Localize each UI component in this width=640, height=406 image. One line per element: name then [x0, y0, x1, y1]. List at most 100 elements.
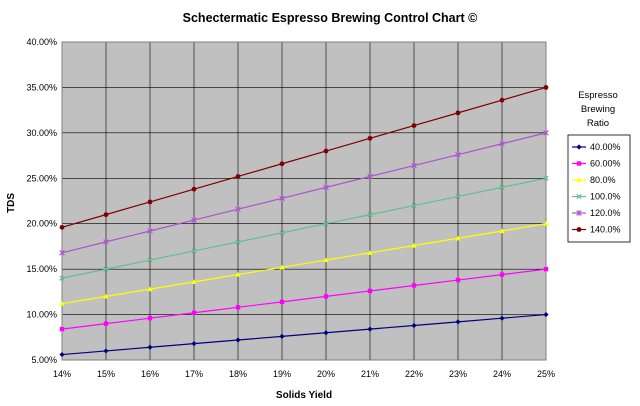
- legend-label: 140.0%: [590, 225, 621, 235]
- series-2: [59, 266, 549, 332]
- data-point: [59, 224, 65, 230]
- legend-title-line: Ratio: [587, 118, 609, 129]
- y-tick-label: 35.00%: [26, 82, 57, 92]
- series-4: [59, 175, 549, 281]
- y-tick-label: 10.00%: [26, 310, 57, 320]
- x-tick-label: 22%: [405, 369, 423, 379]
- legend-swatch-marker: [576, 161, 582, 166]
- data-point: [367, 288, 373, 294]
- y-tick-label: 5.00%: [31, 355, 57, 365]
- data-point: [235, 305, 241, 310]
- plot-border: [61, 41, 547, 361]
- data-point: [235, 337, 241, 343]
- data-point: [59, 301, 65, 306]
- data-point: [411, 123, 417, 128]
- data-point: [411, 242, 417, 248]
- data-point: [455, 151, 461, 158]
- y-tick-label: 20.00%: [26, 219, 57, 229]
- legend-swatch-marker: [576, 144, 582, 150]
- data-point: [323, 148, 329, 154]
- x-tick-label: 16%: [141, 369, 159, 379]
- data-point: [279, 333, 285, 339]
- data-point: [367, 135, 373, 141]
- data-point: [499, 228, 505, 234]
- series-3: [59, 221, 549, 306]
- data-point: [147, 316, 153, 321]
- series-line: [61, 177, 547, 279]
- legend-item: 140.0%: [572, 225, 621, 235]
- data-point: [543, 266, 549, 272]
- data-point: [323, 184, 329, 191]
- data-point: [235, 206, 241, 212]
- data-point: [411, 202, 417, 209]
- data-point: [103, 266, 109, 272]
- x-tick-label: 17%: [185, 369, 203, 379]
- legend-label: 60.00%: [590, 159, 621, 169]
- legend-title-line: Espresso: [578, 90, 618, 101]
- series-line: [61, 313, 547, 356]
- legend-swatch-marker: [576, 210, 582, 216]
- legend-item: 120.0%: [572, 208, 621, 218]
- data-point: [323, 221, 329, 227]
- plot-background: [62, 42, 546, 360]
- series-line: [61, 132, 547, 254]
- data-point: [411, 162, 417, 169]
- y-tick-label: 30.00%: [26, 128, 57, 138]
- data-point: [323, 294, 329, 299]
- x-tick-label: 25%: [537, 369, 555, 379]
- data-point: [103, 348, 109, 354]
- x-tick-label: 23%: [449, 369, 467, 379]
- series-line: [61, 86, 547, 228]
- data-point: [455, 277, 461, 283]
- data-point: [499, 97, 505, 103]
- x-tick-label: 18%: [229, 369, 247, 379]
- data-point: [103, 321, 109, 326]
- data-point: [367, 173, 373, 180]
- data-point: [147, 257, 153, 263]
- series-6: [59, 85, 549, 230]
- data-point: [499, 184, 505, 190]
- data-point: [147, 344, 153, 350]
- data-point: [191, 217, 197, 223]
- data-point: [279, 264, 285, 270]
- legend-swatch-marker: [576, 193, 582, 200]
- data-point: [323, 330, 329, 336]
- data-point: [147, 228, 153, 234]
- legend-label: 120.0%: [590, 208, 621, 218]
- series-line: [61, 223, 547, 305]
- series-5: [59, 130, 549, 256]
- data-point: [235, 174, 241, 179]
- data-point: [59, 326, 65, 332]
- data-point: [59, 249, 65, 256]
- data-point: [147, 286, 153, 292]
- x-tick-label: 24%: [493, 369, 511, 379]
- legend: Espresso Brewing Ratio 40.00% 60.00% 80.0% 100…: [567, 90, 631, 243]
- data-point: [367, 326, 373, 332]
- data-point: [191, 279, 197, 284]
- legend-label: 100.0%: [590, 192, 621, 202]
- data-point: [279, 195, 285, 202]
- data-point: [367, 212, 373, 218]
- data-point: [323, 257, 329, 263]
- x-tick-label: 15%: [97, 369, 115, 379]
- x-tick-label: 20%: [317, 369, 335, 379]
- data-point: [367, 250, 373, 255]
- data-point: [235, 239, 241, 245]
- data-point: [455, 110, 461, 116]
- y-tick-label: 40.00%: [26, 37, 57, 47]
- data-point: [411, 322, 417, 329]
- x-axis-label: Solids Yield: [276, 390, 332, 401]
- legend-item: 100.0%: [572, 192, 621, 202]
- data-point: [543, 221, 549, 226]
- data-point: [103, 239, 109, 245]
- legend-title-line: Brewing: [581, 104, 615, 115]
- x-tick-label: 14%: [53, 369, 71, 379]
- plot-area: 5.00% 10.00% 15.00% 20.00% 25.00% 30.00% 35.00…: [26, 37, 555, 379]
- data-point: [411, 283, 417, 288]
- data-point: [455, 235, 461, 241]
- data-point: [455, 193, 461, 200]
- data-point: [235, 271, 241, 277]
- legend-box: [567, 134, 631, 243]
